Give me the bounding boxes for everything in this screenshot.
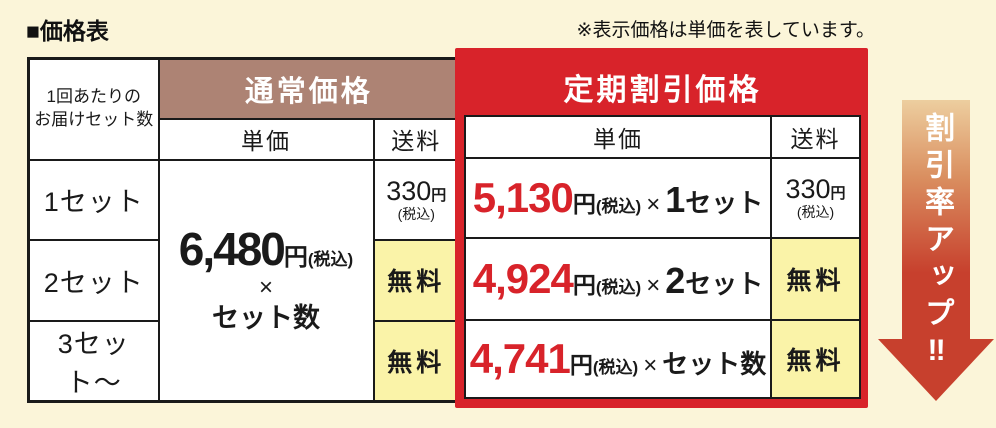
- discount-amount: 5,130: [472, 173, 574, 221]
- shipping-amount: 330: [386, 176, 432, 206]
- discount-shipping-3set: 無料: [770, 318, 861, 399]
- corner-header-line2: お届けセット数: [34, 110, 154, 130]
- shipping-yen: 円: [431, 187, 447, 204]
- arrow-head-icon: [878, 339, 994, 401]
- regular-price-multiplier: セット数: [212, 303, 320, 334]
- regular-unit-price-cell: 6,480円(税込) × セット数: [157, 158, 375, 402]
- regular-unit-col-header: 単価: [157, 117, 375, 161]
- unit-price-note: ※表示価格は単価を表しています。: [576, 20, 875, 41]
- shipping-tax: (税込): [397, 206, 435, 222]
- row-label-1set: 1セット: [27, 158, 160, 241]
- discount-price-3set: 4,741円(税込) × セット数: [464, 318, 772, 399]
- regular-price-header: 通常価格: [157, 57, 461, 120]
- regular-price-tax: (税込): [307, 250, 354, 270]
- discount-price-panel: 定期割引価格 単価 送料 5,130円(税込) × 1セット 330円 (税込) 4…: [455, 48, 868, 408]
- page-title: ■価格表: [26, 18, 109, 44]
- regular-shipping-1set: 330円 (税込): [372, 158, 461, 241]
- discount-tax: (税込): [595, 277, 642, 297]
- discount-times: ×: [643, 351, 658, 379]
- discount-times: ×: [646, 190, 661, 218]
- shipping-amount: 330: [785, 174, 831, 205]
- regular-shipping-2set: 無料: [372, 238, 461, 322]
- discount-yen: 円: [572, 271, 596, 298]
- discount-yen: 円: [572, 190, 596, 217]
- discount-amount: 4,924: [472, 254, 574, 302]
- discount-qty-unit: セット数: [662, 348, 767, 379]
- discount-times: ×: [646, 271, 661, 299]
- regular-price-table: 1回あたりの お届けセット数 通常価格 単価 送料 1セット 6,480円(税込…: [27, 57, 461, 403]
- corner-header: 1回あたりの お届けセット数: [27, 57, 160, 161]
- discount-price-1set: 5,130円(税込) × 1セット: [464, 156, 772, 240]
- discount-qty: 1: [665, 178, 686, 220]
- arrow-label: 割引率アップ‼: [920, 112, 953, 374]
- discount-shipping-2set: 無料: [770, 237, 861, 321]
- corner-header-line1: 1回あたりの: [46, 87, 141, 107]
- regular-ship-col-header: 送料: [372, 117, 461, 161]
- discount-qty-unit: セット: [685, 268, 764, 299]
- discount-amount: 4,741: [469, 334, 571, 382]
- discount-ship-col-header: 送料: [770, 115, 861, 159]
- discount-shipping-1set: 330円 (税込): [770, 156, 861, 240]
- regular-shipping-3set: 無料: [372, 319, 461, 402]
- regular-price-times: ×: [258, 273, 273, 301]
- discount-qty-unit: セット: [685, 187, 764, 218]
- regular-price-amount: 6,480: [178, 223, 286, 276]
- regular-price-yen: 円: [283, 244, 308, 272]
- discount-tax: (税込): [595, 196, 642, 216]
- discount-qty: 2: [665, 259, 686, 301]
- discount-tax: (税込): [592, 357, 639, 377]
- shipping-tax: (税込): [796, 204, 835, 221]
- arrow-shaft: [902, 100, 970, 340]
- discount-up-arrow: 割引率アップ‼: [878, 100, 994, 402]
- discount-price-2set: 4,924円(税込) × 2セット: [464, 237, 772, 321]
- discount-price-header: 定期割引価格: [464, 56, 861, 118]
- discount-price-table: 定期割引価格 単価 送料 5,130円(税込) × 1セット 330円 (税込) 4…: [464, 56, 861, 399]
- discount-yen: 円: [569, 351, 593, 378]
- row-label-2set: 2セット: [27, 238, 160, 322]
- shipping-yen: 円: [830, 185, 846, 203]
- row-label-3set: 3セット〜: [27, 319, 160, 402]
- discount-unit-col-header: 単価: [464, 115, 772, 159]
